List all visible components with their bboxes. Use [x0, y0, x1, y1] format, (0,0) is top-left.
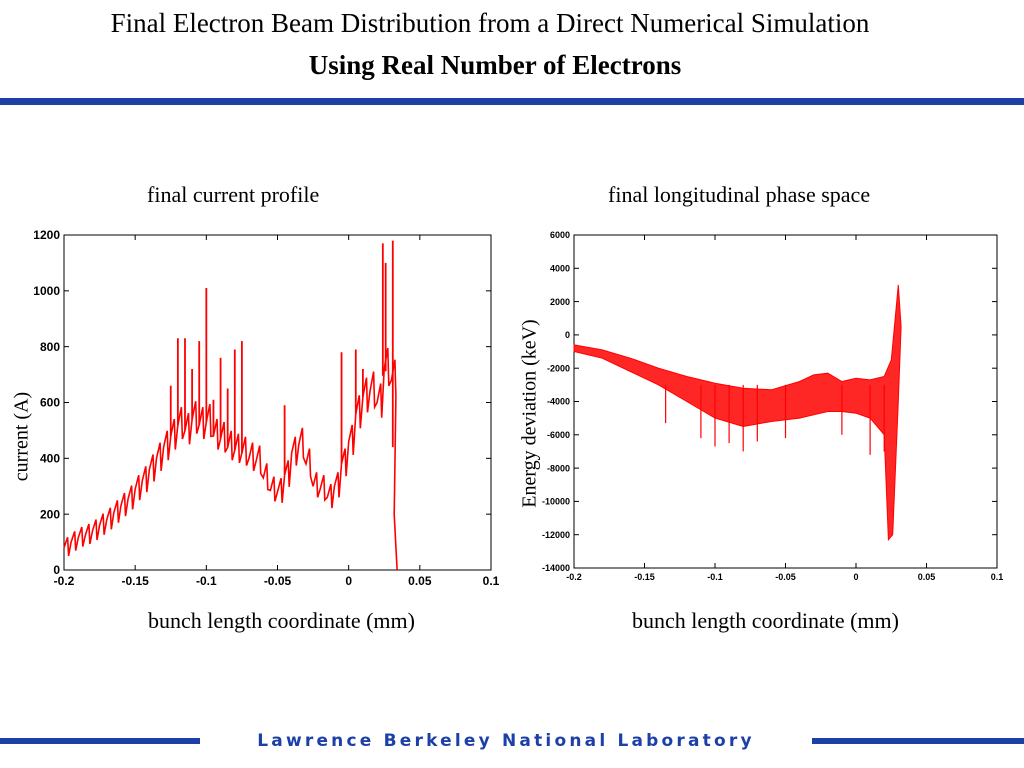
- y-tick-label: -10000: [542, 497, 570, 507]
- y-tick-label: 0: [565, 330, 570, 340]
- x-tick-label: -0.15: [121, 574, 149, 588]
- x-tick-label: 0: [853, 572, 858, 582]
- phase-space-band: [573, 284, 902, 541]
- y-tick-label: 1000: [33, 284, 60, 298]
- y-tick-label: -14000: [542, 563, 570, 573]
- x-tick-label: -0.2: [54, 574, 75, 588]
- chart2-xlabel: bunch length coordinate (mm): [632, 608, 899, 633]
- footer-rule-right: [812, 738, 1024, 744]
- y-tick-label: 800: [40, 340, 60, 354]
- x-tick-label: 0.05: [918, 572, 936, 582]
- y-tick-label: 600: [40, 396, 60, 410]
- slide-subtitle: Using Real Number of Electrons: [308, 50, 682, 80]
- x-tick-label: -0.2: [566, 572, 582, 582]
- header-rule: [0, 98, 1024, 105]
- y-tick-label: -12000: [542, 530, 570, 540]
- x-tick-label: -0.1: [196, 574, 217, 588]
- lbnl-footer-logo: Lawrence Berkeley National Laboratory: [200, 728, 812, 754]
- chart2-title: final longitudinal phase space: [608, 182, 871, 207]
- x-tick-label: -0.15: [634, 572, 655, 582]
- y-tick-label: -8000: [547, 463, 570, 473]
- current-profile-line: [63, 347, 398, 571]
- x-tick-label: -0.05: [264, 574, 292, 588]
- y-tick-label: 1200: [33, 228, 60, 242]
- x-tick-label: 0.05: [408, 574, 432, 588]
- y-tick-label: 0: [53, 563, 60, 577]
- y-tick-label: 4000: [550, 263, 570, 273]
- slide-title: Final Electron Beam Distribution from a …: [110, 8, 870, 38]
- y-tick-label: -2000: [547, 363, 570, 373]
- y-tick-label: 6000: [550, 230, 570, 240]
- x-tick-label: 0.1: [483, 574, 500, 588]
- y-tick-label: 400: [40, 452, 60, 466]
- x-tick-label: -0.05: [775, 572, 796, 582]
- y-tick-label: -6000: [547, 430, 570, 440]
- x-tick-label: -0.1: [707, 572, 723, 582]
- x-tick-label: 0: [345, 574, 352, 588]
- y-tick-label: -4000: [547, 397, 570, 407]
- x-tick-label: 0.1: [991, 572, 1004, 582]
- footer-rule-left: [0, 738, 200, 744]
- chart1-xlabel: bunch length coordinate (mm): [148, 608, 415, 633]
- y-tick-label: 2000: [550, 297, 570, 307]
- chart1-title: final current profile: [147, 182, 320, 207]
- y-tick-label: 200: [40, 507, 60, 521]
